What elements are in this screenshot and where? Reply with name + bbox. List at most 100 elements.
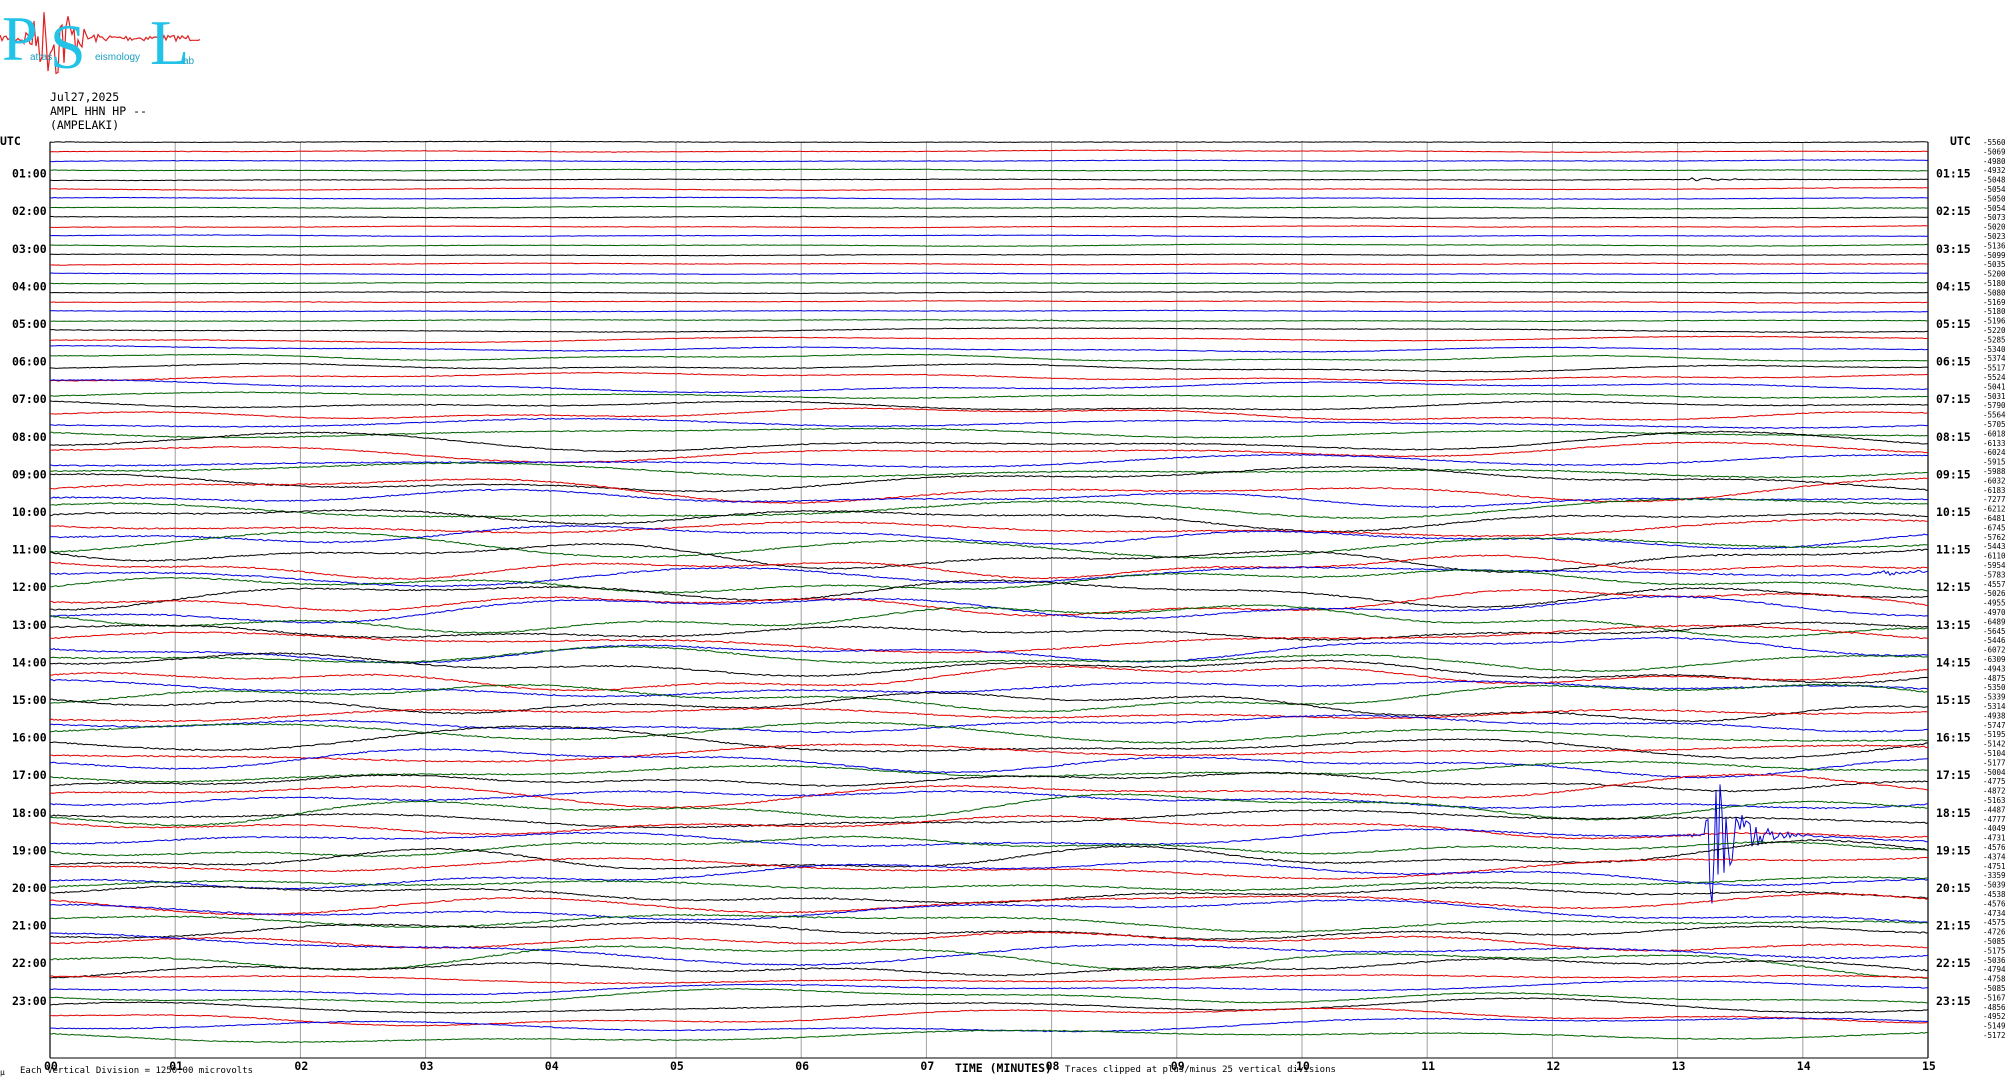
trace-line: [49, 1017, 1929, 1033]
trace-offset-label: -4731: [1983, 834, 2006, 843]
trace-line: [49, 932, 1929, 966]
trace-line: [49, 327, 1929, 333]
trace-offset-label: -6110: [1983, 552, 2006, 561]
trace-line: [49, 621, 1929, 641]
trace-offset-label: -6183: [1983, 486, 2006, 495]
hour-label-right: 21:15: [1936, 919, 1971, 933]
trace-line: [49, 790, 1929, 810]
hour-label-right: 06:15: [1936, 355, 1971, 369]
trace-line: [49, 814, 1929, 840]
trace-offset-label: -5054: [1983, 204, 2006, 213]
x-tick-label: 02: [294, 1059, 308, 1073]
trace-offset-label: -5524: [1983, 373, 2006, 382]
trace-offset-label: -5747: [1983, 721, 2006, 730]
clip-note: Traces clipped at plus/minus 25 vertical…: [1065, 1065, 1336, 1075]
trace-offset-label: -4872: [1983, 787, 2006, 796]
trace-offset-label: -5196: [1983, 317, 2006, 326]
trace-line: [49, 309, 1929, 313]
hour-label-right: 14:15: [1936, 655, 1971, 669]
trace-offset-label: -4758: [1983, 975, 2006, 984]
trace-line: [49, 524, 1929, 550]
hour-label-right: 07:15: [1936, 392, 1971, 406]
trace-line: [49, 707, 1929, 723]
trace-offset-label: -6032: [1983, 476, 2006, 485]
trace-line: [49, 921, 1929, 941]
hour-label-left: 15:00: [12, 693, 47, 707]
trace-line: [49, 569, 1929, 594]
hour-label-right: 23:15: [1936, 994, 1971, 1008]
logo-subtext-1: atras: [30, 52, 52, 63]
trace-line: [50, 159, 1928, 163]
trace-line: [49, 679, 1929, 698]
trace-line: [49, 508, 1929, 533]
trace-line: [49, 205, 1929, 210]
station-name: (AMPELAKI): [50, 118, 119, 132]
hour-label-right: 09:15: [1936, 467, 1971, 481]
hour-label-left: 10:00: [12, 505, 47, 519]
x-tick-label: 07: [920, 1059, 934, 1073]
trace-line: [49, 892, 1929, 916]
trace-line: [49, 215, 1928, 219]
trace-offset-label: -6072: [1983, 646, 2006, 655]
trace-line: [49, 566, 1929, 588]
minute-grid: [49, 142, 1929, 1059]
hour-label-left: 14:00: [12, 655, 47, 669]
trace-offset-label: -5054: [1983, 185, 2006, 194]
hour-label-left: 18:00: [12, 806, 47, 820]
hour-label-right: 02:15: [1936, 204, 1971, 218]
hour-label-left: 11:00: [12, 543, 47, 557]
trace-offset-label: -5443: [1983, 542, 2006, 551]
x-tick-label: 09: [1171, 1059, 1185, 1073]
trace-offset-label: -5954: [1983, 561, 2006, 570]
trace-line: [49, 595, 1929, 624]
hour-label-right: 20:15: [1936, 881, 1971, 895]
trace-offset-label: -5180: [1983, 307, 2006, 316]
hour-label-left: 05:00: [12, 317, 47, 331]
trace-line: [49, 773, 1929, 809]
trace-offset-label: -7277: [1983, 495, 2006, 504]
trace-line: [49, 624, 1929, 654]
trace-line: [49, 809, 1929, 829]
trace-offset-label: -5446: [1983, 636, 2006, 645]
trace-offset-label: -4575: [1983, 918, 2006, 927]
hour-label-right: 22:15: [1936, 956, 1971, 970]
trace-offset-label: -4487: [1983, 805, 2006, 814]
hour-label-right: 16:15: [1936, 731, 1971, 745]
trace-offset-label: -5004: [1983, 768, 2006, 777]
trace-offset-label: -6018: [1983, 429, 2006, 438]
logo-seismic-wave: [0, 12, 201, 75]
trace-line: [49, 498, 1929, 520]
trace-line: [50, 225, 1929, 229]
trace-line: [49, 645, 1929, 673]
trace-line: [49, 588, 1929, 617]
trace-line: [50, 518, 1929, 538]
trace-offset-label: -5200: [1983, 270, 2006, 279]
trace-offset-label: -5783: [1983, 570, 2006, 579]
trace-offset-label: -5026: [1983, 589, 2006, 598]
hour-label-right: 03:15: [1936, 242, 1971, 256]
trace-line: [49, 400, 1929, 411]
logo-letter-p: P: [2, 3, 38, 74]
hour-label-right: 17:15: [1936, 768, 1971, 782]
trace-offset-label: -4777: [1983, 815, 2006, 824]
hour-label-left: 01:00: [12, 167, 47, 181]
trace-line: [49, 721, 1929, 744]
trace-line: [49, 243, 1929, 248]
trace-offset-label: -4970: [1983, 608, 2006, 617]
trace-offset-label: -5036: [1983, 956, 2006, 965]
trace-offset-label: -6309: [1983, 655, 2006, 664]
trace-line: [49, 973, 1928, 985]
trace-line: [49, 1007, 1929, 1027]
trace-offset-label: -5195: [1983, 730, 2006, 739]
trace-offset-label: -5180: [1983, 279, 2006, 288]
x-tick-label: 15: [1922, 1059, 1936, 1073]
trace-offset-label: -6745: [1983, 523, 2006, 532]
trace-line: [49, 187, 1929, 192]
trace-offset-label: -3359: [1983, 871, 2006, 880]
trace-offset-label: -5020: [1983, 223, 2006, 232]
trace-line: [49, 168, 1929, 172]
trace-offset-label: -5915: [1983, 458, 2006, 467]
hour-label-left: 22:00: [12, 956, 47, 970]
hour-label-left: 09:00: [12, 467, 47, 481]
trace-line: [49, 177, 1929, 182]
